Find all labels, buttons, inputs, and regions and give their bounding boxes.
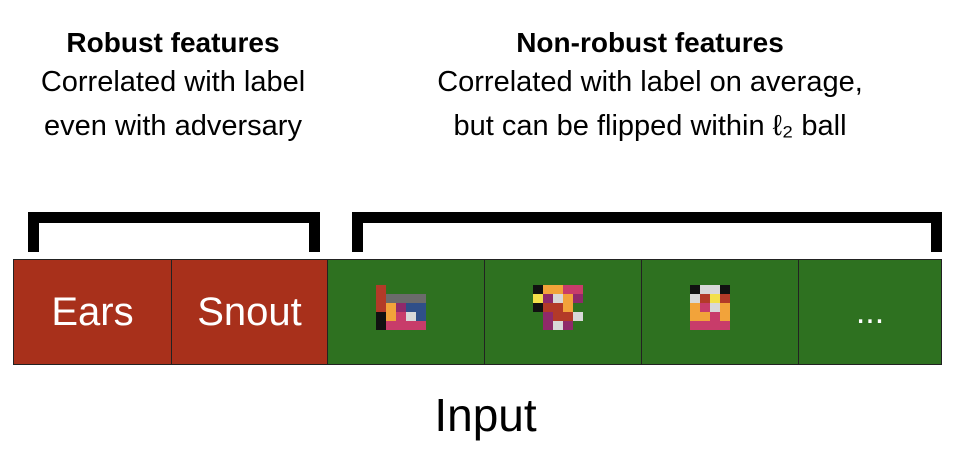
pixel-pattern-1-icon xyxy=(376,285,436,339)
robust-features-heading: Robust features Correlated with label ev… xyxy=(0,26,346,148)
robust-features-title: Robust features xyxy=(66,27,280,58)
feature-label-snout: Snout xyxy=(197,289,302,334)
non-robust-features-bracket xyxy=(352,212,942,252)
non-robust-features-title: Non-robust features xyxy=(516,27,784,58)
feature-label-ears: Ears xyxy=(51,289,134,334)
non-robust-features-desc-line2: but can be flipped within ℓ₂ ball xyxy=(453,110,847,142)
input-label: Input xyxy=(434,389,537,441)
robust-features-desc-line1: Correlated with label xyxy=(40,66,306,98)
feature-cell-nonrobust-1 xyxy=(327,259,485,365)
feature-cell-snout: Snout xyxy=(171,259,328,365)
input-feature-strip: Ears Snout xyxy=(13,259,942,365)
feature-cell-ears: Ears xyxy=(13,259,172,365)
non-robust-features-heading: Non-robust features Correlated with labe… xyxy=(356,26,944,148)
robust-features-bracket xyxy=(28,212,320,252)
pixel-pattern-3-icon xyxy=(690,285,750,339)
feature-cell-nonrobust-2 xyxy=(484,259,642,365)
feature-cell-nonrobust-3 xyxy=(641,259,799,365)
feature-cell-ellipsis: ... xyxy=(798,259,942,365)
pixel-pattern-2-icon xyxy=(533,285,593,339)
feature-label-ellipsis: ... xyxy=(855,292,885,331)
robust-features-desc-line2: even with adversary xyxy=(44,110,302,142)
non-robust-features-desc-line1: Correlated with label on average, xyxy=(437,66,863,98)
